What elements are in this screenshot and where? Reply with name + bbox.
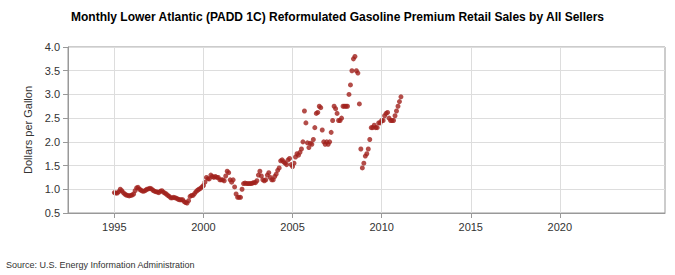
- svg-text:1.0: 1.0: [45, 183, 60, 195]
- svg-text:2020: 2020: [548, 221, 572, 233]
- svg-text:2015: 2015: [459, 221, 483, 233]
- svg-text:2.0: 2.0: [45, 136, 60, 148]
- svg-text:4.0: 4.0: [45, 41, 60, 53]
- svg-text:3.5: 3.5: [45, 65, 60, 77]
- svg-text:Monthly Lower Atlantic (PADD 1: Monthly Lower Atlantic (PADD 1C) Reformu…: [71, 10, 604, 24]
- svg-text:2.5: 2.5: [45, 112, 60, 124]
- svg-text:2000: 2000: [191, 221, 215, 233]
- svg-text:Dollars per Gallon: Dollars per Gallon: [22, 86, 34, 174]
- svg-text:1995: 1995: [102, 221, 126, 233]
- svg-text:2010: 2010: [369, 221, 393, 233]
- svg-text:1.5: 1.5: [45, 160, 60, 172]
- svg-text:3.0: 3.0: [45, 88, 60, 100]
- svg-text:Source: U.S. Energy Informatio: Source: U.S. Energy Information Administ…: [6, 260, 195, 270]
- svg-text:0.5: 0.5: [45, 207, 60, 219]
- svg-text:2005: 2005: [280, 221, 304, 233]
